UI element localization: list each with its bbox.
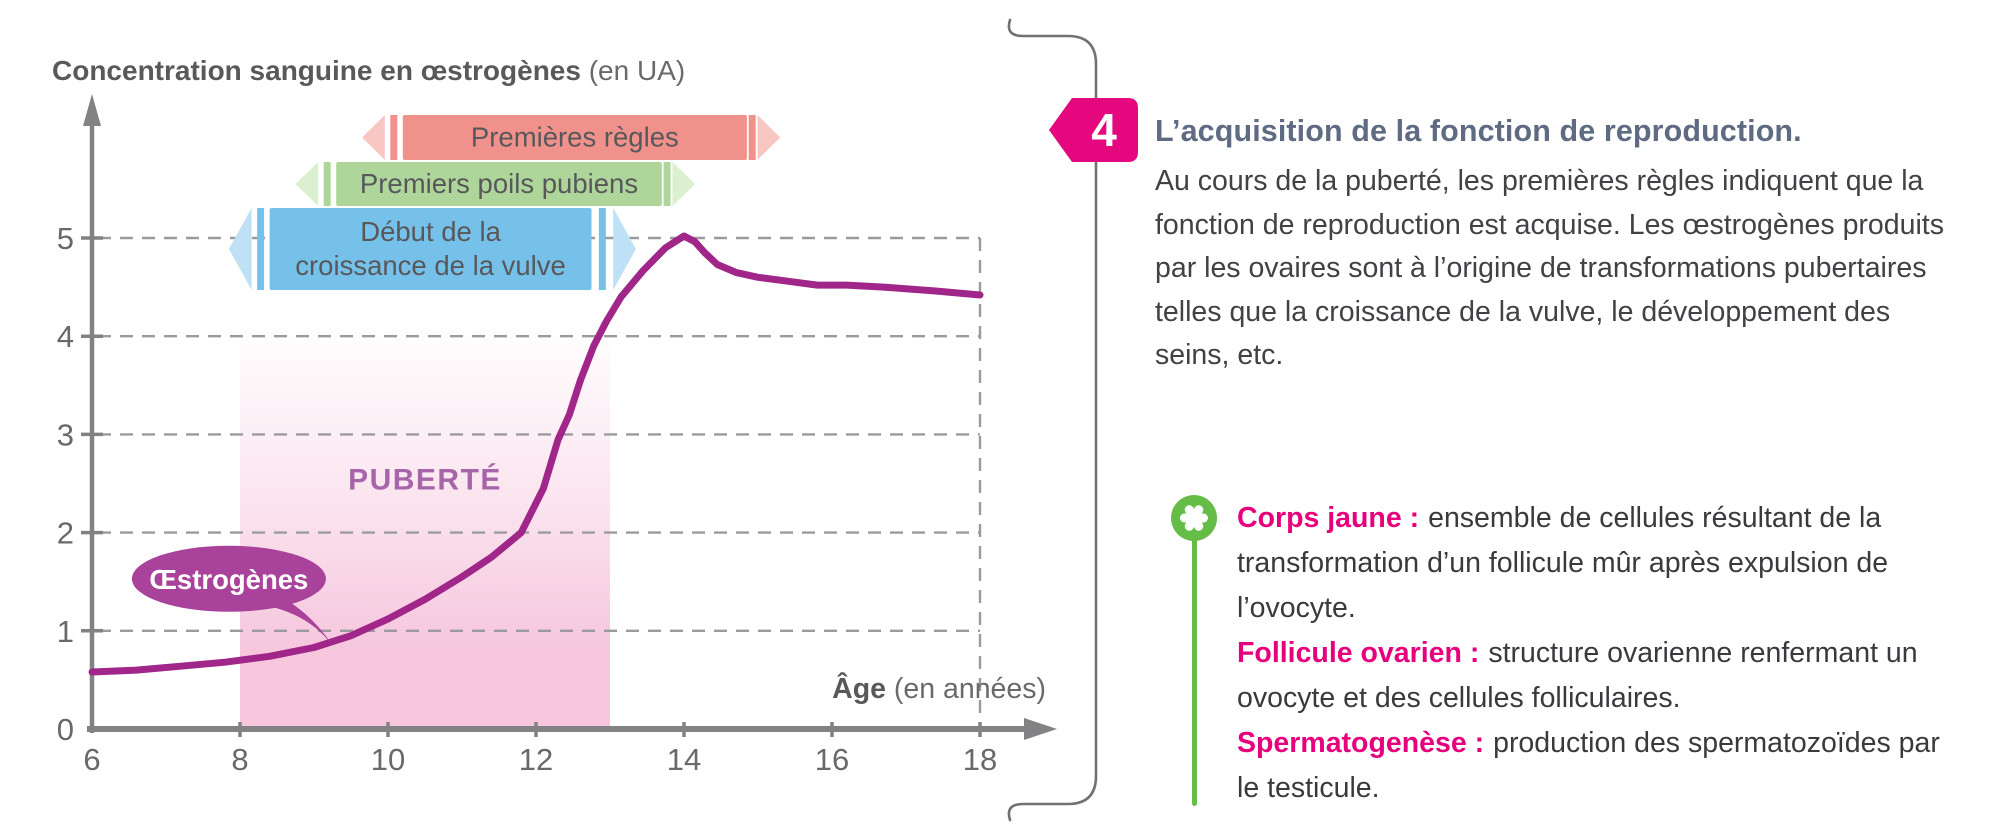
glossary-accent-line bbox=[1192, 538, 1197, 806]
x-tick-label: 8 bbox=[231, 742, 248, 777]
glossary-item: Corps jaune : ensemble de cellules résult… bbox=[1237, 496, 1955, 631]
glossary-item: Spermatogenèse : production des spermatoz… bbox=[1237, 721, 1955, 811]
callout-label: Œstrogènes bbox=[149, 564, 308, 595]
y-tick-label: 1 bbox=[57, 614, 74, 649]
puberty-region-label: PUBERTÉ bbox=[348, 463, 502, 497]
x-tick-label: 14 bbox=[667, 742, 701, 777]
y-tick-label: 4 bbox=[57, 319, 74, 354]
y-tick-label: 3 bbox=[57, 417, 74, 452]
glossary-item: Follicule ovarien : structure ovarienne r… bbox=[1237, 631, 1955, 721]
glossary: Corps jaune : ensemble de cellules résult… bbox=[1237, 496, 1955, 811]
band-stripe bbox=[390, 115, 398, 160]
band-chevron-right-icon bbox=[672, 162, 696, 206]
y-axis-arrow-icon bbox=[83, 94, 101, 126]
badge-number: 4 bbox=[1091, 104, 1117, 156]
figure-number-badge: 4 bbox=[1049, 98, 1138, 162]
badge-tag-shape bbox=[1049, 98, 1138, 162]
x-axis-label: Âge (en années) bbox=[832, 673, 1046, 705]
y-tick-label: 0 bbox=[57, 712, 74, 747]
band-bar bbox=[402, 115, 747, 160]
band-label: Début de la bbox=[360, 216, 501, 247]
band-chevron-left-icon bbox=[228, 208, 252, 290]
puberty-region bbox=[240, 321, 610, 729]
band-label: croissance de la vulve bbox=[295, 250, 566, 281]
glossary-definition: production des spermatozoïdes par le tes… bbox=[1237, 727, 1940, 804]
flower-asterisk-icon bbox=[1171, 495, 1217, 541]
y-tick-label: 5 bbox=[57, 221, 74, 256]
band-stripe bbox=[598, 208, 606, 290]
band-label: Premiers poils pubiens bbox=[360, 168, 638, 199]
band-stripe bbox=[748, 115, 756, 160]
band-chevron-left-icon bbox=[295, 162, 319, 206]
band-0: Premières règles bbox=[362, 115, 781, 160]
band-stripe bbox=[323, 162, 331, 206]
band-stripe bbox=[257, 208, 265, 290]
caption-body: Au cours de la puberté, les premières rè… bbox=[1155, 165, 1944, 371]
band-1: Premiers poils pubiens bbox=[295, 162, 696, 206]
glossary-definition: structure ovarienne renfermant un ovocyt… bbox=[1237, 637, 1918, 714]
band-bar bbox=[269, 208, 592, 290]
x-tick-label: 18 bbox=[963, 742, 997, 777]
x-tick-label: 16 bbox=[815, 742, 849, 777]
band-label: Premières règles bbox=[471, 122, 679, 153]
chart-title: Concentration sanguine en œstrogènes (en… bbox=[52, 55, 685, 86]
band-chevron-right-icon bbox=[757, 115, 781, 160]
callout-bubble bbox=[131, 545, 326, 612]
estrogen-callout: Œstrogènes bbox=[131, 545, 332, 645]
band-chevron-right-icon bbox=[613, 208, 636, 290]
x-tick-label: 6 bbox=[83, 742, 100, 777]
glossary-term: Corps jaune : bbox=[1237, 502, 1420, 534]
glossary-definition: ensemble de cellules résultant de la tra… bbox=[1237, 502, 1889, 624]
x-tick-label: 10 bbox=[371, 742, 405, 777]
callout-tail bbox=[266, 597, 332, 645]
band-chevron-left-icon bbox=[362, 115, 385, 160]
estrogen-curve bbox=[88, 232, 984, 676]
x-tick-label: 12 bbox=[519, 742, 553, 777]
band-bar bbox=[336, 162, 662, 206]
y-tick-label: 2 bbox=[57, 516, 74, 551]
x-axis-arrow-icon bbox=[1024, 718, 1057, 740]
band-stripe bbox=[663, 162, 671, 206]
glossary-term: Follicule ovarien : bbox=[1237, 637, 1480, 669]
caption-title: L’acquisition de la fonction de reproduc… bbox=[1155, 114, 1802, 148]
glossary-term: Spermatogenèse : bbox=[1237, 727, 1485, 759]
